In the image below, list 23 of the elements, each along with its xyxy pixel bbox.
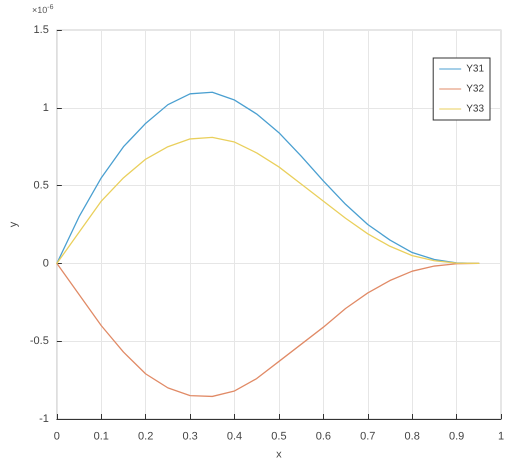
x-tick-label: 0.5 — [271, 430, 287, 442]
x-tick-label: 1 — [498, 430, 504, 442]
legend-label: Y31 — [466, 64, 484, 74]
y-axis-title: y — [8, 221, 20, 228]
x-tick-label: 0 — [54, 430, 60, 442]
y-tick-label: 1.5 — [34, 24, 49, 36]
x-axis-title: x — [276, 448, 282, 460]
x-tick-label: 0.3 — [182, 430, 198, 442]
y-tick-label: -0.5 — [30, 335, 49, 348]
y-tick-label: -1 — [39, 413, 49, 425]
x-tick-label: 0.6 — [316, 430, 331, 442]
y-tick-label: 1 — [42, 102, 49, 114]
legend-label: Y32 — [466, 84, 484, 94]
y-tick-label: 0.5 — [34, 180, 49, 192]
y-tick-label: 0 — [42, 257, 49, 270]
x-tick-label: 0.1 — [94, 430, 109, 442]
legend-label: Y33 — [466, 104, 484, 114]
x-tick-label: 0.8 — [404, 430, 420, 442]
x-tick-label: 0.2 — [138, 430, 154, 442]
line-series — [56, 136, 480, 264]
x-tick-label: 0.4 — [226, 430, 242, 442]
x-tick-label: 0.9 — [448, 430, 464, 442]
x-tick-label: 0.7 — [360, 430, 376, 442]
